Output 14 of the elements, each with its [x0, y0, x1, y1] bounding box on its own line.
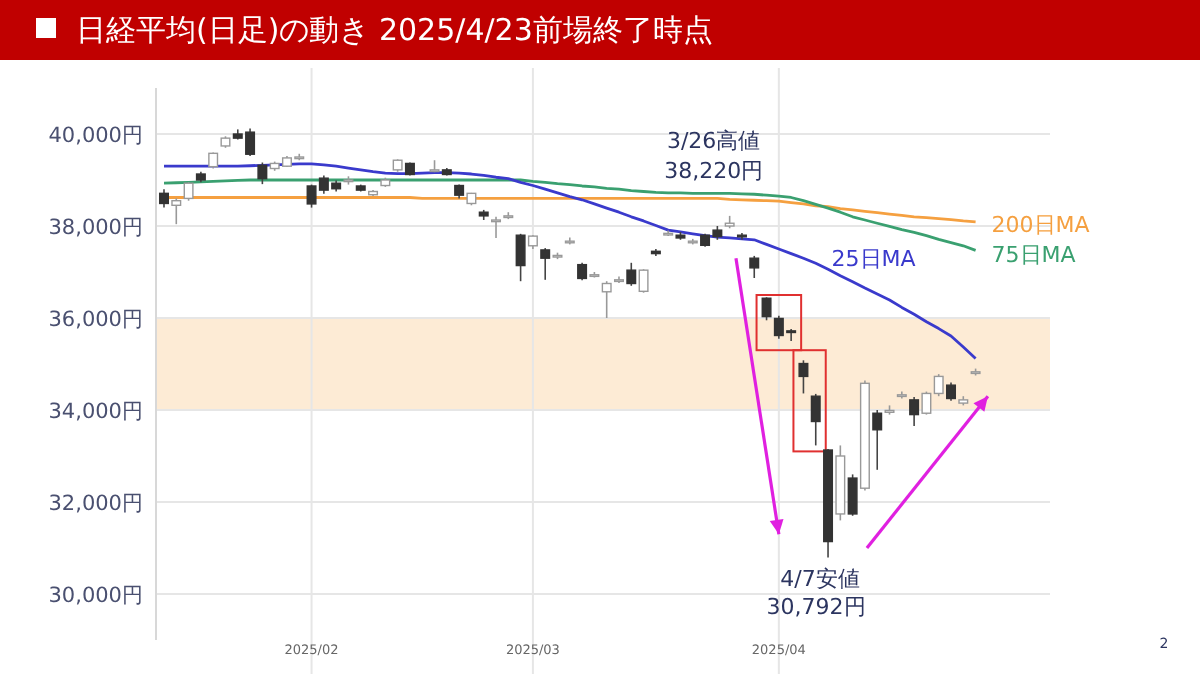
y-tick-label: 38,000円	[48, 216, 144, 240]
y-tick-label: 34,000円	[48, 400, 144, 424]
y-tick-label: 30,000円	[48, 584, 144, 608]
y-tick-label: 36,000円	[48, 308, 144, 332]
annotation: 38,220円	[664, 158, 764, 184]
series-label: 75日MA	[991, 242, 1077, 269]
annotation: 4/7安値	[780, 566, 860, 592]
y-tick-label: 40,000円	[48, 124, 144, 148]
series-label: 200日MA	[991, 211, 1091, 238]
annotation: 30,792円	[766, 594, 866, 620]
annotation: 3/26高値	[666, 128, 761, 154]
chart-title: 日経平均(日足)の動き 2025/4/23前場終了時点	[76, 12, 713, 48]
series-label: 25日MA	[831, 246, 917, 273]
y-tick-label: 32,000円	[48, 492, 144, 516]
